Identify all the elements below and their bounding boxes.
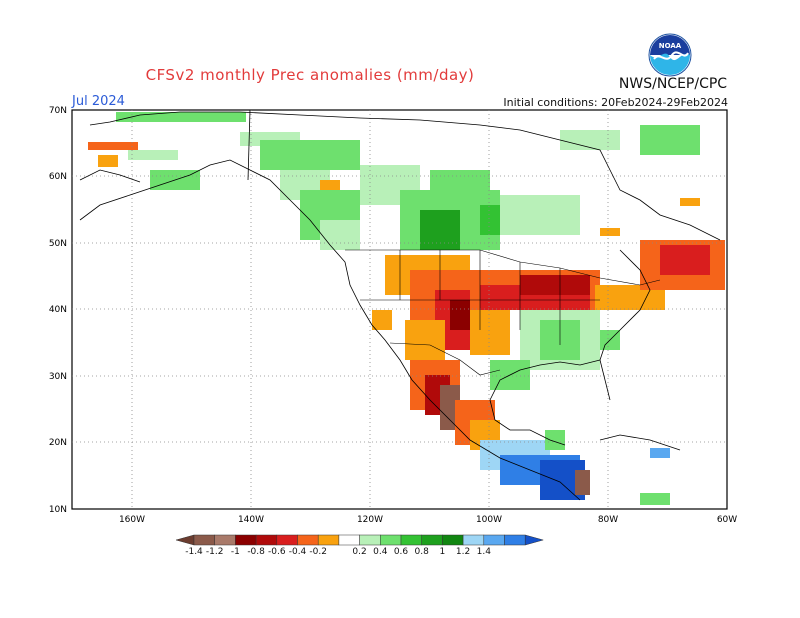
legend-label: -1.4 bbox=[185, 547, 203, 557]
lon-label-140w: 140W bbox=[238, 515, 264, 525]
legend-swatch bbox=[380, 534, 402, 546]
borders bbox=[345, 249, 661, 376]
legend-label: 1 bbox=[439, 547, 446, 557]
lat-label-40: 40N bbox=[49, 305, 67, 315]
legend-swatch bbox=[359, 534, 381, 546]
legend-arrow-left bbox=[175, 534, 195, 546]
legend-swatch bbox=[255, 534, 278, 546]
legend-label: -1.2 bbox=[205, 547, 224, 557]
legend-label: -0.4 bbox=[288, 547, 307, 557]
lon-label-160w: 160W bbox=[119, 515, 145, 525]
noaa-logo-icon: NOAA bbox=[648, 33, 692, 77]
lon-labels: 160W 140W 120W 100W 80W 60W bbox=[119, 515, 737, 525]
valid-month: Jul 2024 bbox=[72, 94, 125, 109]
anomaly-patches bbox=[88, 112, 725, 505]
svg-text:NOAA: NOAA bbox=[659, 42, 682, 50]
legend-swatch bbox=[214, 534, 236, 546]
lon-label-60w: 60W bbox=[717, 515, 737, 525]
legend-labels: -1.4 -1.2 -1 -0.8 -0.6 -0.4 -0.2 0.2 0.4 0.6 0.8 1 1… bbox=[0, 547, 800, 561]
legend-label: 0.2 bbox=[352, 547, 367, 557]
lon-label-100w: 100W bbox=[476, 515, 502, 525]
legend-colorbar bbox=[175, 534, 545, 546]
lat-labels: 70N 60N 50N 40N 30N 20N 10N bbox=[49, 106, 67, 515]
initial-conditions: Initial conditions: 20Feb2024-29Feb2024 bbox=[503, 96, 728, 109]
legend-swatch bbox=[276, 534, 298, 546]
legend-label: 0.6 bbox=[393, 547, 409, 557]
agency-label: NWS/NCEP/CPC bbox=[618, 76, 728, 92]
lon-label-80w: 80W bbox=[598, 515, 618, 525]
legend-swatch bbox=[504, 534, 526, 546]
lat-label-20: 20N bbox=[49, 438, 67, 448]
graticule bbox=[72, 110, 727, 509]
legend-swatch bbox=[338, 534, 360, 546]
legend-label: 1.4 bbox=[476, 547, 491, 557]
legend-label: -0.8 bbox=[247, 547, 265, 557]
lat-label-60: 60N bbox=[49, 172, 67, 182]
legend-label: 1.2 bbox=[455, 547, 471, 557]
legend-arrow-right bbox=[524, 534, 545, 546]
legend-swatch bbox=[235, 534, 257, 546]
legend-swatch bbox=[193, 534, 215, 546]
legend-swatch bbox=[483, 534, 505, 546]
legend-swatch bbox=[462, 534, 485, 546]
lat-label-50: 50N bbox=[49, 239, 67, 249]
map-title: CFSv2 monthly Prec anomalies (mm/day) bbox=[145, 66, 475, 84]
legend-swatch bbox=[421, 534, 443, 546]
lat-label-10: 10N bbox=[49, 505, 67, 515]
lon-label-120w: 120W bbox=[357, 515, 383, 525]
lat-label-70: 70N bbox=[49, 106, 67, 116]
legend-label: -0.6 bbox=[268, 547, 286, 557]
legend-swatch bbox=[400, 534, 422, 546]
legend-label: -1 bbox=[230, 547, 240, 557]
legend-swatch bbox=[442, 534, 464, 546]
legend-label: 0.8 bbox=[414, 547, 429, 557]
legend-label: -0.2 bbox=[309, 547, 327, 557]
legend-swatch bbox=[317, 534, 340, 546]
coastlines bbox=[79, 109, 721, 501]
lat-label-30: 30N bbox=[49, 372, 67, 382]
legend-label: 0.4 bbox=[373, 547, 388, 557]
legend-swatch bbox=[297, 534, 319, 546]
